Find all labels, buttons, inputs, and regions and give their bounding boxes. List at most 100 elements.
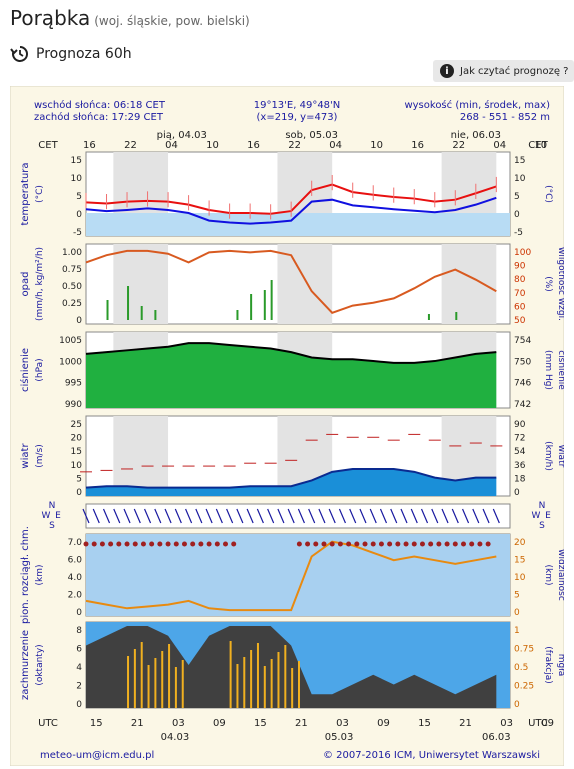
wind-direction-arrow bbox=[472, 508, 480, 524]
cloud-top-dot bbox=[362, 541, 368, 547]
wind-direction-arrow bbox=[400, 508, 408, 524]
bottom-hour-label: 09 bbox=[541, 718, 554, 729]
axis-tick-label: 1 bbox=[514, 626, 520, 636]
panel-left-unit: (°C) bbox=[35, 185, 45, 203]
axis-tick-label: 995 bbox=[65, 379, 82, 389]
panel-left-unit: (mm/h, kg/m²/h) bbox=[35, 247, 45, 321]
cloud-top-dot bbox=[305, 541, 311, 547]
compass-s-left: S bbox=[49, 521, 55, 531]
wind-direction-arrow bbox=[318, 508, 326, 524]
fog-bar bbox=[229, 641, 232, 708]
sunset-text: zachód słońca: 17:29 CET bbox=[34, 111, 164, 123]
footer-email: meteo-um@icm.edu.pl bbox=[40, 750, 154, 761]
wind-direction-arrow bbox=[113, 508, 121, 524]
page-title: Porąbka (woj. śląskie, pow. bielski) bbox=[10, 6, 250, 30]
night-shade bbox=[113, 416, 169, 496]
refresh-clock-icon bbox=[10, 46, 28, 62]
cet-label-left: CET bbox=[38, 140, 58, 151]
axis-tick-label: 15 bbox=[514, 556, 525, 566]
axis-tick-label: 742 bbox=[514, 400, 531, 410]
wind-direction-arrow bbox=[277, 508, 285, 524]
how-to-read-button[interactable]: i Jak czytać prognozę ? bbox=[433, 60, 574, 82]
cloud-top-dot bbox=[370, 541, 376, 547]
axis-tick-label: 0 bbox=[76, 488, 82, 498]
wind-direction-arrow bbox=[256, 508, 264, 524]
axis-tick-label: 746 bbox=[514, 379, 531, 389]
location-name: Porąbka bbox=[10, 6, 91, 30]
axis-tick-label: 60 bbox=[514, 302, 526, 312]
bottom-hour-label: 21 bbox=[459, 718, 472, 729]
axis-tick-label: 90 bbox=[514, 420, 526, 430]
panel-right-unit: (%) bbox=[543, 276, 553, 292]
wind-direction-arrow bbox=[451, 508, 459, 524]
top-hour-label: 10 bbox=[534, 140, 547, 151]
axis-tick-label: 4 bbox=[76, 663, 82, 673]
wind-direction-arrow bbox=[174, 508, 182, 524]
wind-direction-arrow bbox=[205, 508, 213, 524]
fog-bar bbox=[263, 666, 266, 708]
cloud-top-dot bbox=[206, 541, 212, 547]
wind-direction-arrow bbox=[349, 508, 357, 524]
compass-e-left: E bbox=[55, 511, 61, 521]
axis-tick-label: 1000 bbox=[59, 357, 82, 367]
wind-direction-arrow bbox=[92, 508, 100, 524]
fog-bar bbox=[127, 656, 130, 708]
compass-w-left: W bbox=[42, 511, 51, 521]
below-zero-band bbox=[86, 213, 510, 236]
axis-tick-label: 6 bbox=[76, 645, 82, 655]
axis-tick-label: 0 bbox=[514, 488, 520, 498]
axis-tick-label: 80 bbox=[514, 275, 526, 285]
utc-label-left: UTC bbox=[38, 718, 58, 729]
wind-direction-arrow bbox=[123, 508, 131, 524]
axis-tick-label: 18 bbox=[514, 474, 526, 484]
axis-tick-label: 0 bbox=[514, 608, 520, 618]
cloud-top-dot bbox=[223, 541, 229, 547]
axis-tick-label: 0.75 bbox=[514, 645, 534, 655]
wind-direction-arrow bbox=[102, 508, 111, 524]
precip-bar bbox=[127, 286, 130, 320]
wind-direction-arrow bbox=[246, 508, 254, 524]
night-shade bbox=[277, 244, 333, 324]
coordinates-text: 19°13'E, 49°48'N bbox=[254, 100, 341, 111]
wind-direction-arrow bbox=[441, 508, 449, 524]
info-icon: i bbox=[440, 64, 454, 78]
forecast-selector[interactable]: Prognoza 60h bbox=[10, 44, 132, 64]
cloud-top-dot bbox=[411, 541, 417, 547]
bottom-hour-label: 15 bbox=[90, 718, 103, 729]
top-hour-label: 16 bbox=[83, 140, 96, 151]
sunrise-text: wschód słońca: 06:18 CET bbox=[34, 99, 166, 111]
bottom-hour-label: 15 bbox=[254, 718, 267, 729]
fog-bar bbox=[181, 660, 184, 708]
fog-bar bbox=[174, 667, 177, 708]
cloud-top-dot bbox=[181, 541, 187, 547]
wind-direction-arrow bbox=[390, 508, 398, 524]
precip-bar bbox=[250, 294, 253, 320]
axis-tick-label: 1005 bbox=[59, 336, 82, 346]
axis-tick-label: 1.00 bbox=[62, 248, 82, 258]
bottom-day-label: 05.03 bbox=[325, 732, 354, 743]
wind-direction-arrow bbox=[185, 508, 193, 524]
panel-left-unit: (km) bbox=[35, 564, 45, 585]
axis-tick-label: 20 bbox=[514, 538, 526, 548]
location-region: (woj. śląskie, pow. bielski) bbox=[94, 14, 250, 28]
cloud-top-dot bbox=[108, 541, 114, 547]
axis-tick-label: 2 bbox=[76, 682, 82, 692]
cloud-top-dot bbox=[149, 541, 155, 547]
precip-bar bbox=[270, 280, 273, 320]
axis-tick-label: 50 bbox=[514, 316, 526, 326]
axis-tick-label: 0 bbox=[76, 210, 82, 220]
wind-direction-arrow bbox=[133, 508, 141, 524]
precip-bar bbox=[427, 314, 430, 320]
top-day-label: pią, 04.03 bbox=[157, 130, 207, 141]
precip-bar bbox=[106, 300, 109, 320]
top-hour-label: 10 bbox=[370, 140, 383, 151]
panel-left-title: ciśnienie bbox=[19, 348, 31, 392]
precip-bar bbox=[455, 312, 458, 320]
bottom-hour-label: 09 bbox=[213, 718, 226, 729]
axis-tick-label: 15 bbox=[71, 447, 82, 457]
bottom-hour-label: 03 bbox=[336, 718, 349, 729]
axis-tick-label: 0 bbox=[514, 700, 520, 710]
cloud-top-dot bbox=[403, 541, 409, 547]
wind-direction-arrow bbox=[359, 508, 367, 524]
wind-direction-arrow bbox=[461, 508, 470, 524]
